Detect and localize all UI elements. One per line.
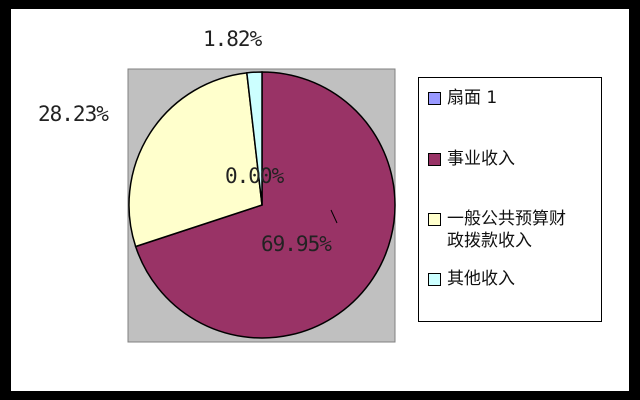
data-label-business: 69.95% [261, 232, 332, 256]
pie-slice-2 [128, 72, 263, 248]
legend-label: 扇面 1 [447, 88, 498, 108]
legend-label: 事业收入 [447, 149, 515, 169]
legend: 扇面 1 事业收入 一般公共预算财 政拨款收入 其他收入 [418, 77, 602, 322]
legend-swatch [428, 153, 441, 166]
legend-item-business: 事业收入 [428, 148, 515, 170]
legend-swatch [428, 273, 441, 286]
legend-swatch [428, 92, 441, 105]
data-label-other: 1.82% [203, 27, 262, 51]
legend-item-sector-1: 扇面 1 [428, 87, 497, 109]
pie-slice-1 [134, 71, 396, 339]
leader-line [330, 209, 338, 224]
legend-swatch [428, 213, 441, 226]
legend-label: 其他收入 [447, 269, 515, 289]
legend-item-other: 其他收入 [428, 268, 515, 290]
data-label-general-budget: 28.23% [38, 102, 109, 126]
legend-item-general-budget: 一般公共预算财 政拨款收入 [428, 208, 566, 252]
data-label-sector-1: 0.00% [225, 164, 284, 188]
legend-label: 一般公共预算财 政拨款收入 [447, 209, 566, 251]
pie-slice-3 [245, 71, 263, 206]
